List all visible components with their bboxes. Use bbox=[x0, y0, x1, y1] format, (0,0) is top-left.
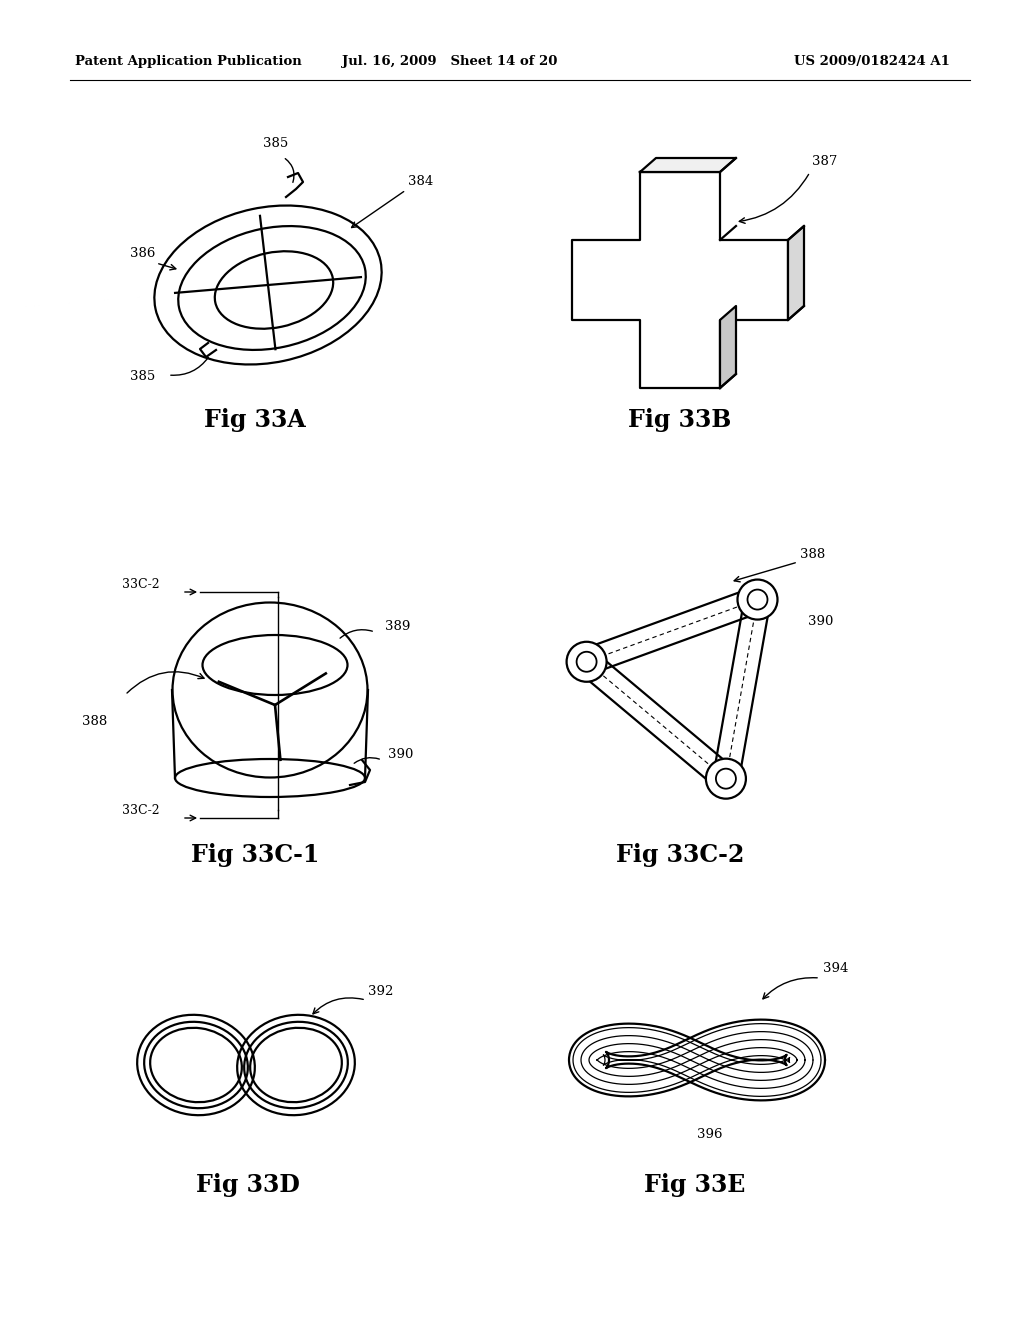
Circle shape bbox=[706, 759, 745, 799]
Text: 384: 384 bbox=[408, 176, 433, 187]
Text: Jul. 16, 2009   Sheet 14 of 20: Jul. 16, 2009 Sheet 14 of 20 bbox=[342, 55, 558, 69]
Text: 386: 386 bbox=[130, 247, 156, 260]
Text: Fig 33D: Fig 33D bbox=[196, 1173, 300, 1197]
Circle shape bbox=[566, 642, 606, 681]
Text: Fig 33E: Fig 33E bbox=[644, 1173, 745, 1197]
Text: 390: 390 bbox=[388, 748, 414, 762]
Text: 390: 390 bbox=[808, 615, 834, 628]
Polygon shape bbox=[640, 158, 736, 172]
Polygon shape bbox=[572, 172, 788, 388]
Text: 394: 394 bbox=[823, 962, 848, 975]
Polygon shape bbox=[788, 226, 804, 319]
Text: 387: 387 bbox=[812, 154, 838, 168]
Text: 396: 396 bbox=[697, 1129, 723, 1140]
Text: 392: 392 bbox=[368, 985, 393, 998]
Text: Fig 33A: Fig 33A bbox=[204, 408, 306, 432]
Text: 389: 389 bbox=[385, 620, 411, 634]
Text: 33C-2: 33C-2 bbox=[122, 578, 160, 591]
Text: 388: 388 bbox=[82, 715, 108, 729]
Text: Patent Application Publication: Patent Application Publication bbox=[75, 55, 302, 69]
Text: 385: 385 bbox=[130, 370, 156, 383]
Text: Fig 33B: Fig 33B bbox=[629, 408, 731, 432]
Text: 385: 385 bbox=[263, 137, 289, 150]
Polygon shape bbox=[720, 306, 736, 388]
Text: 388: 388 bbox=[800, 548, 825, 561]
Text: 33C-2: 33C-2 bbox=[122, 804, 160, 817]
Circle shape bbox=[737, 579, 777, 619]
Text: Fig 33C-2: Fig 33C-2 bbox=[615, 843, 744, 867]
Text: Fig 33C-1: Fig 33C-1 bbox=[190, 843, 319, 867]
Text: US 2009/0182424 A1: US 2009/0182424 A1 bbox=[795, 55, 950, 69]
